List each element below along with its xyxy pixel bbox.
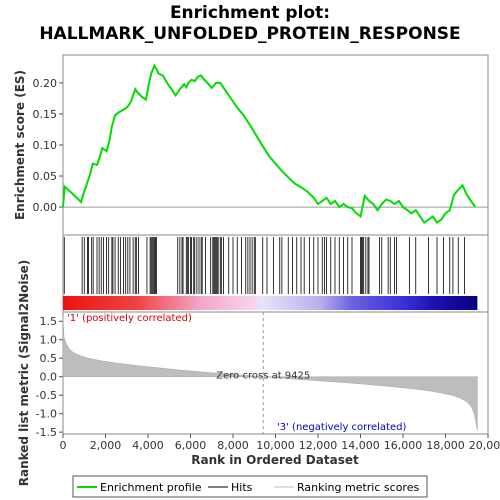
es-panel-frame: [62, 54, 489, 236]
es-y-axis-label: Enrichment score (ES): [13, 70, 27, 220]
x-tick-label: 4,000: [132, 439, 164, 452]
ranked-y-axis: -1.5 -1.0 -0.5 0.0 0.5 1.0 1.5: [36, 315, 63, 439]
legend-label-enrichment: Enrichment profile: [100, 481, 202, 494]
x-tick-label: 6,000: [175, 439, 207, 452]
x-tick-label: 20,000: [469, 439, 500, 452]
es-y-tick-label: 0.15: [33, 108, 58, 121]
x-tick-label: 10,000: [256, 439, 295, 452]
negative-correlation-label: '3' (negatively correlated): [277, 422, 406, 433]
x-tick-label: 2,000: [90, 439, 122, 452]
x-tick-label: 12,000: [299, 439, 338, 452]
x-tick-label: 16,000: [384, 439, 423, 452]
legend: Enrichment profile Hits Ranking metric s…: [72, 475, 428, 498]
es-y-tick-label: 0.20: [33, 77, 58, 90]
ranking-metric-area: [62, 317, 478, 431]
ranking-color-bar: [63, 296, 478, 310]
ranked-y-axis-label: Ranked list metric (Signal2Noise): [17, 260, 31, 487]
es-y-tick-label: 0.10: [33, 139, 58, 152]
hit-markers: [63, 237, 466, 294]
x-tick-label: 8,000: [217, 439, 249, 452]
es-y-tick-label: 0.00: [33, 201, 58, 214]
legend-label-ranking: Ranking metric scores: [297, 481, 419, 494]
x-tick-label: 14,000: [341, 439, 380, 452]
legend-label-hits: Hits: [231, 481, 253, 494]
ranked-y-tick-label: 1.0: [40, 334, 58, 347]
ranked-y-tick-label: -0.5: [36, 389, 57, 402]
positive-correlation-label: '1' (positively correlated): [67, 313, 192, 324]
x-tick-label: 18,000: [426, 439, 465, 452]
ranked-y-tick-label: 1.5: [40, 315, 58, 328]
es-y-tick-label: 0.05: [33, 170, 58, 183]
zero-cross-label: Zero cross at 9425: [216, 371, 310, 382]
ranked-y-tick-label: -1.0: [36, 408, 57, 421]
ranked-y-tick-label: 0.5: [40, 352, 58, 365]
x-axis: 0 2,000 4,000 6,000 8,000 10,000 12,000 14,000 1…: [60, 434, 500, 452]
es-y-axis: 0.00 0.05 0.10 0.15 0.20: [33, 77, 63, 214]
enrichment-profile-line: [62, 63, 477, 225]
legend-box: [72, 475, 428, 498]
x-axis-label: Rank in Ordered Dataset: [191, 453, 359, 467]
chart-title-line2: HALLMARK_UNFOLDED_PROTEIN_RESPONSE: [39, 24, 460, 44]
chart-title-line1: Enrichment plot:: [170, 3, 330, 23]
x-tick-label: 0: [60, 439, 67, 452]
ranked-y-tick-label: 0.0: [40, 371, 58, 384]
ranked-y-tick-label: -1.5: [36, 426, 57, 439]
